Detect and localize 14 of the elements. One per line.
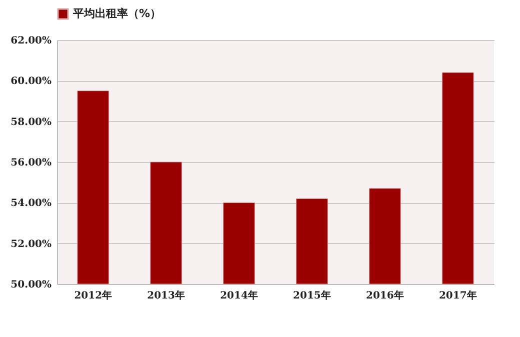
y-tick-label: 58.00% bbox=[10, 116, 52, 128]
y-tick-label: 50.00% bbox=[10, 280, 52, 290]
x-tick-label: 2016年 bbox=[366, 290, 404, 302]
x-tick-label: 2013年 bbox=[147, 290, 185, 302]
y-tick-label: 62.00% bbox=[10, 36, 52, 46]
y-tick-label: 56.00% bbox=[10, 158, 52, 168]
legend-label: 平均出租率（%） bbox=[72, 7, 162, 20]
y-tick-label: 52.00% bbox=[10, 238, 52, 250]
x-tick-label: 2015年 bbox=[293, 290, 331, 302]
x-tick-label: 2014年 bbox=[220, 290, 258, 302]
x-tick-label: 2012年 bbox=[74, 290, 112, 302]
y-tick-label: 54.00% bbox=[10, 198, 52, 210]
x-tick-label: 2017年 bbox=[438, 290, 477, 302]
y-tick-label: 60.00% bbox=[10, 76, 52, 88]
